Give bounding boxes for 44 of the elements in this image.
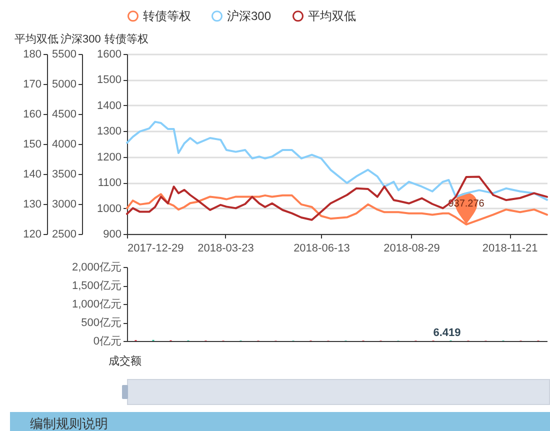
- y-tick-label: 1,500亿元: [72, 280, 122, 292]
- y2-tick-label: 3000: [52, 198, 76, 210]
- y-tick-label: 1300: [97, 126, 122, 138]
- y3-axis-title: 平均双低: [14, 34, 58, 46]
- legend-label: 平均双低: [308, 9, 356, 24]
- y-tick-label: 1,000亿元: [72, 298, 122, 310]
- text: 编制规则说明: [30, 415, 109, 431]
- line-series: [126, 176, 548, 221]
- x-tick-label: 2018-11-21: [482, 242, 538, 254]
- y2-tick-label: 5500: [52, 48, 76, 60]
- y-axis-title: 转债等权: [104, 34, 148, 46]
- y-tick-label: 1600: [97, 48, 122, 60]
- y2-tick-label: 2500: [52, 228, 76, 240]
- legend-label: 沪深300: [227, 9, 272, 24]
- y2-axis-title: 沪深300: [60, 32, 101, 46]
- line-series: [126, 193, 548, 226]
- y-tick-label: 0亿元: [93, 336, 122, 348]
- y-tick-label: 1400: [97, 100, 122, 112]
- x-tick-label: 2018-03-23: [198, 242, 254, 254]
- y-tick-label: 1100: [98, 177, 122, 190]
- y3-tick-label: 180: [23, 48, 42, 60]
- y3-tick-label: 150: [23, 138, 42, 150]
- y-tick-label: 2,000亿元: [72, 262, 122, 274]
- y3-tick-label: 130: [23, 198, 42, 210]
- annotation: 6.419: [433, 326, 461, 339]
- y3-tick-label: 140: [23, 168, 42, 180]
- y3-tick-label: 120: [23, 228, 42, 240]
- y-tick-label: 1200: [97, 151, 122, 164]
- x-tick-label: 2018-08-29: [384, 242, 440, 254]
- x-tick-label: 2017-12-29: [128, 242, 184, 254]
- line-series: [126, 120, 548, 201]
- y3-tick-label: 160: [23, 108, 42, 120]
- legend-label: 转债等权: [143, 9, 191, 24]
- y-tick-label: 900: [103, 228, 122, 240]
- y-tick-label: 500亿元: [81, 317, 122, 329]
- y-axis-title: 成交额: [108, 354, 142, 368]
- x-tick-label: 2018-06-13: [294, 242, 350, 254]
- y-tick-label: 1500: [97, 74, 122, 86]
- y-tick-label: 1000: [97, 202, 122, 215]
- y2-tick-label: 4000: [52, 138, 76, 150]
- y2-tick-label: 4500: [52, 108, 76, 120]
- y3-tick-label: 170: [23, 78, 42, 90]
- y2-tick-label: 5000: [52, 78, 76, 90]
- y2-tick-label: 3500: [52, 168, 76, 180]
